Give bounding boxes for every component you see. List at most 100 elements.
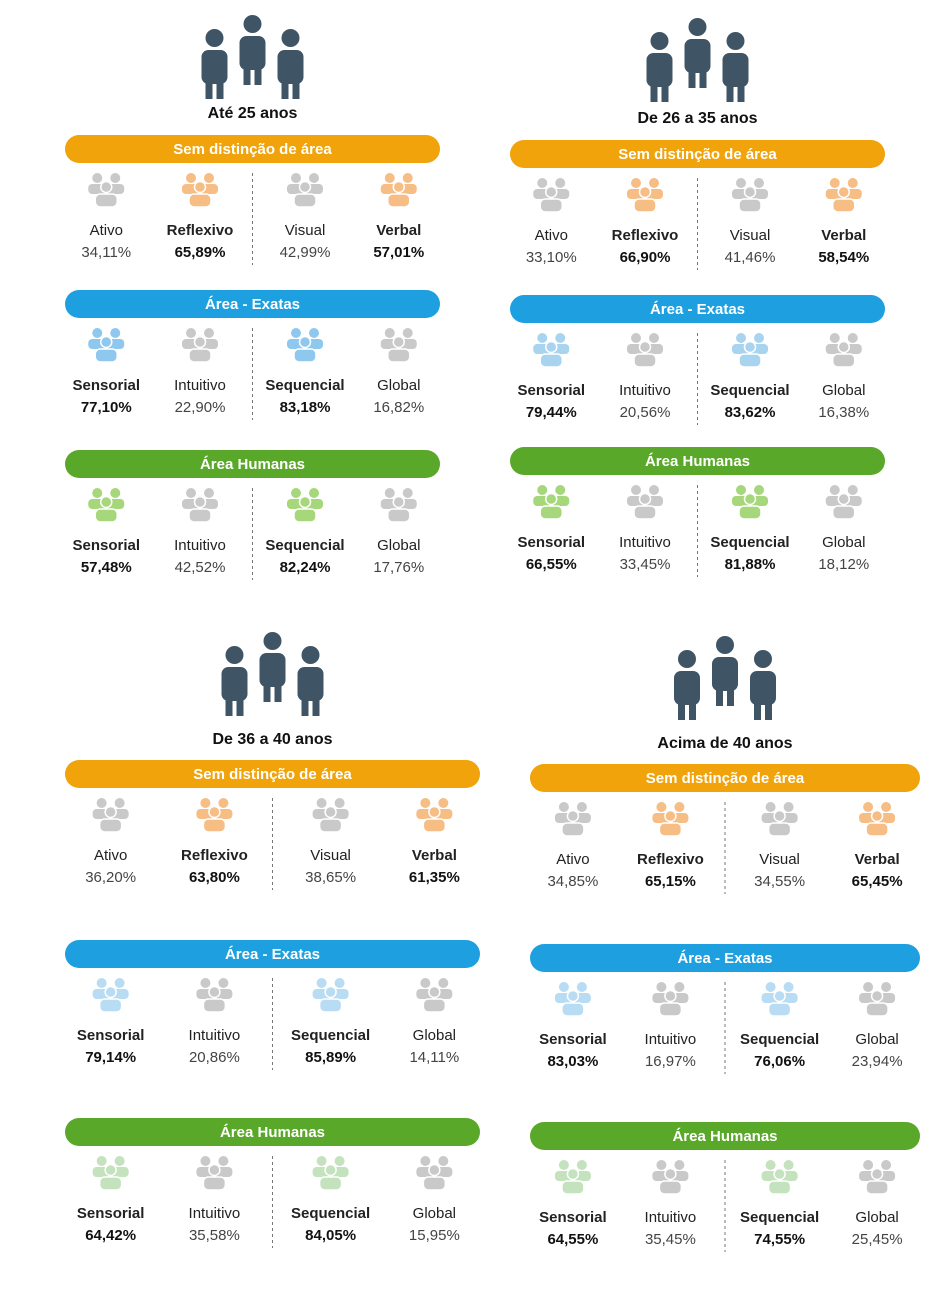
item-value: 65,89% bbox=[175, 244, 226, 261]
group-icon bbox=[761, 802, 798, 837]
group-body bbox=[94, 193, 118, 208]
person-leg bbox=[263, 680, 271, 702]
group-head bbox=[576, 1160, 587, 1170]
group-body bbox=[767, 1002, 792, 1017]
person-body bbox=[201, 50, 228, 84]
group-head bbox=[291, 488, 301, 498]
group-icon bbox=[92, 1156, 129, 1191]
group-body bbox=[202, 1176, 227, 1191]
group-head bbox=[837, 492, 850, 506]
section-heading: Sem distinção de área bbox=[646, 770, 805, 787]
item-label: Sensorial bbox=[539, 1031, 607, 1048]
item-label: Verbal bbox=[412, 847, 457, 864]
item-value: 18,12% bbox=[818, 556, 869, 573]
group-head bbox=[863, 1160, 874, 1170]
person-leg bbox=[281, 77, 289, 99]
group-body bbox=[422, 998, 447, 1013]
group-body bbox=[658, 1180, 683, 1195]
group-head bbox=[847, 178, 858, 188]
group-head bbox=[783, 1160, 794, 1170]
group-body bbox=[202, 998, 227, 1013]
group-head bbox=[545, 185, 558, 199]
group-head bbox=[847, 333, 858, 343]
person-leg bbox=[688, 66, 696, 88]
item-label: Visual bbox=[730, 227, 771, 244]
item-label: Sequencial bbox=[710, 382, 789, 399]
person-leg bbox=[236, 694, 244, 716]
group-body bbox=[98, 818, 123, 833]
item-value: 41,46% bbox=[725, 249, 776, 266]
person-head bbox=[716, 636, 734, 654]
group-body bbox=[202, 818, 227, 833]
person-head bbox=[754, 650, 772, 668]
group-body bbox=[94, 348, 118, 363]
group-head bbox=[200, 978, 211, 988]
group-body bbox=[293, 193, 317, 208]
group-head bbox=[881, 982, 892, 992]
panel-title: Acima de 40 anos bbox=[657, 735, 792, 752]
item-value: 82,24% bbox=[280, 559, 331, 576]
item-value: 83,18% bbox=[280, 399, 331, 416]
group-head bbox=[428, 1163, 441, 1177]
item-value: 16,97% bbox=[645, 1053, 696, 1070]
group-icon bbox=[287, 173, 323, 208]
group-body bbox=[387, 193, 411, 208]
group-head bbox=[114, 1156, 125, 1166]
group-body bbox=[658, 822, 683, 837]
group-head bbox=[656, 982, 667, 992]
group-head bbox=[298, 335, 312, 349]
group-head bbox=[200, 798, 211, 808]
group-head bbox=[96, 798, 107, 808]
group-head bbox=[829, 485, 840, 495]
group-head bbox=[631, 485, 641, 495]
group-head bbox=[566, 809, 580, 823]
group-icon bbox=[533, 485, 570, 520]
group-head bbox=[649, 178, 659, 188]
item-value: 17,76% bbox=[373, 559, 424, 576]
item-value: 85,89% bbox=[305, 1049, 356, 1066]
person-leg bbox=[225, 694, 233, 716]
item-label: Intuitivo bbox=[645, 1209, 697, 1226]
group-icon bbox=[652, 802, 689, 837]
group-icon bbox=[416, 1156, 453, 1191]
item-value: 81,88% bbox=[725, 556, 776, 573]
item-label: Reflexivo bbox=[612, 227, 679, 244]
item-label: Intuitivo bbox=[645, 1031, 697, 1048]
group-head bbox=[863, 982, 874, 992]
group-body bbox=[767, 1180, 792, 1195]
group-icon bbox=[732, 178, 768, 213]
group-head bbox=[193, 335, 207, 349]
group-head bbox=[204, 488, 214, 498]
group-head bbox=[114, 798, 125, 808]
group-body bbox=[832, 505, 856, 520]
item-label: Sensorial bbox=[72, 377, 140, 394]
person-leg bbox=[699, 66, 707, 88]
group-body bbox=[832, 198, 856, 213]
group-head bbox=[324, 1163, 337, 1177]
item-label: Global bbox=[413, 1027, 456, 1044]
group-head bbox=[656, 802, 667, 812]
group-icon bbox=[312, 798, 349, 833]
group-body bbox=[767, 822, 792, 837]
group-body bbox=[98, 998, 123, 1013]
group-head bbox=[218, 798, 229, 808]
group-head bbox=[100, 180, 113, 194]
item-label: Ativo bbox=[90, 222, 123, 239]
person-head bbox=[281, 29, 300, 47]
group-head bbox=[664, 1167, 677, 1181]
group-head bbox=[743, 340, 757, 354]
group-head bbox=[537, 485, 548, 495]
person-leg bbox=[754, 698, 761, 720]
item-label: Global bbox=[413, 1205, 456, 1222]
item-label: Verbal bbox=[376, 222, 421, 239]
group-icon bbox=[825, 333, 862, 368]
person-body bbox=[297, 667, 324, 701]
item-label: Sensorial bbox=[517, 534, 585, 551]
group-head bbox=[92, 173, 103, 183]
group-head bbox=[649, 485, 659, 495]
group-body bbox=[738, 505, 762, 520]
group-head bbox=[674, 1160, 685, 1170]
section-heading: Área - Exatas bbox=[225, 946, 320, 963]
group-head bbox=[631, 333, 641, 343]
group-head bbox=[773, 989, 786, 1003]
